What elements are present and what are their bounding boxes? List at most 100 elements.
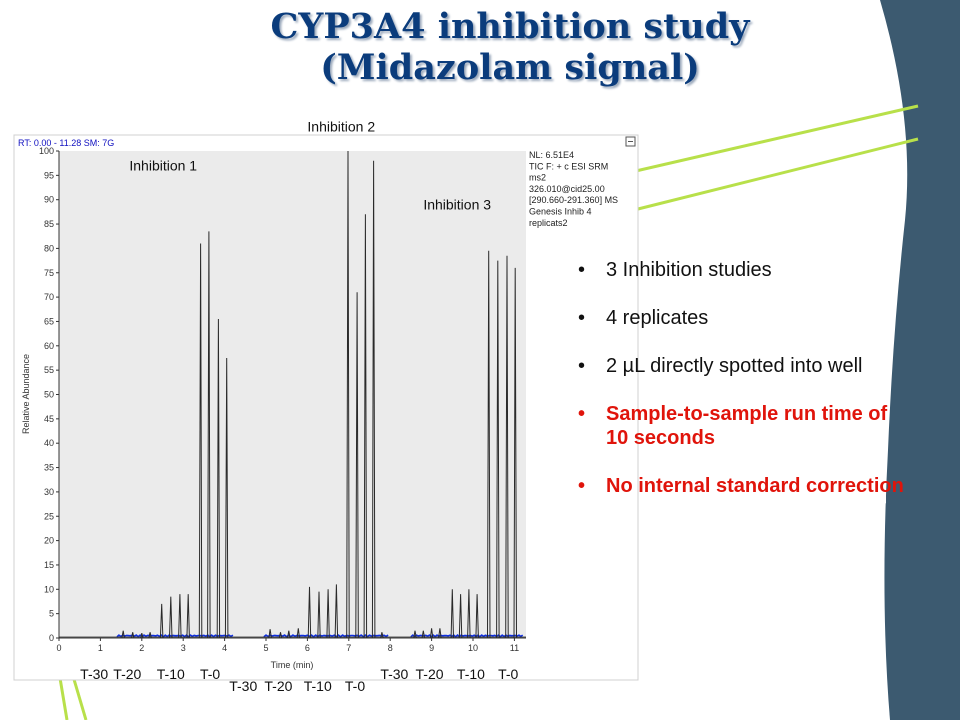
chromatogram-peak bbox=[421, 630, 426, 639]
y-tick-label: 20 bbox=[44, 536, 54, 546]
x-axis-label: Time (min) bbox=[271, 660, 314, 670]
chromatogram-peak bbox=[178, 594, 182, 639]
time-point-label: T-0 bbox=[345, 678, 365, 694]
chromatogram-peak bbox=[131, 632, 135, 639]
info-line: [290.660-291.360] MS bbox=[529, 195, 618, 205]
y-tick-label: 65 bbox=[44, 316, 54, 326]
y-tick-label: 35 bbox=[44, 463, 54, 473]
info-line: NL: 6.51E4 bbox=[529, 150, 574, 160]
y-tick-label: 40 bbox=[44, 438, 54, 448]
time-point-label: T-30 bbox=[380, 666, 408, 682]
time-point-label: T-20 bbox=[416, 666, 444, 682]
x-tick-label: 2 bbox=[139, 643, 144, 653]
chromatogram-peak bbox=[467, 589, 471, 639]
y-axis-label: Relative Abundance bbox=[21, 354, 31, 434]
time-point-label: T-20 bbox=[113, 666, 141, 682]
y-tick-label: 50 bbox=[44, 390, 54, 400]
y-tick-label: 25 bbox=[44, 511, 54, 521]
accent-line bbox=[637, 137, 919, 211]
info-line: replicats2 bbox=[529, 218, 568, 228]
peak-annotation: Inhibition 3 bbox=[423, 196, 491, 212]
time-point-label: T-0 bbox=[200, 666, 220, 682]
chromatogram-peak bbox=[513, 267, 517, 639]
chromatogram-peak bbox=[198, 243, 203, 639]
chromatogram-peak bbox=[475, 594, 479, 639]
chromatogram-peak bbox=[148, 632, 152, 639]
chromatogram-peak bbox=[334, 584, 339, 639]
info-line: 326.010@cid25.00 bbox=[529, 184, 605, 194]
chromatogram-peak bbox=[121, 630, 125, 639]
bullet-item: No internal standard correction bbox=[578, 474, 908, 498]
y-tick-label: 45 bbox=[44, 414, 54, 424]
chromatogram-peak bbox=[159, 603, 164, 639]
chromatogram-peak bbox=[505, 255, 509, 639]
y-tick-label: 10 bbox=[44, 584, 54, 594]
bullet-item: 3 Inhibition studies bbox=[578, 258, 908, 282]
x-tick-label: 9 bbox=[429, 643, 434, 653]
chromatogram-peak bbox=[216, 318, 221, 639]
x-tick-label: 4 bbox=[222, 643, 227, 653]
y-tick-label: 70 bbox=[44, 292, 54, 302]
y-tick-label: 60 bbox=[44, 341, 54, 351]
y-tick-label: 30 bbox=[44, 487, 54, 497]
chromatogram-peak bbox=[326, 589, 330, 639]
chromatogram-peak bbox=[296, 628, 300, 639]
y-tick-label: 5 bbox=[49, 609, 54, 619]
chromatogram-peak bbox=[278, 632, 283, 639]
chromatogram-peak bbox=[438, 628, 442, 639]
title-line-1: CYP3A4 inhibition study bbox=[270, 6, 750, 47]
bullet-item: Sample-to-sample run time of 10 seconds bbox=[578, 402, 908, 450]
time-point-label: T-0 bbox=[498, 666, 518, 682]
page-title: CYP3A4 inhibition study (Midazolam signa… bbox=[150, 6, 870, 88]
chromatogram-peak bbox=[363, 214, 368, 639]
chromatogram-peak bbox=[169, 596, 173, 639]
baseline-trace bbox=[116, 634, 234, 638]
bullet-item: 2 µL directly spotted into well bbox=[578, 354, 908, 378]
chromatogram-peak bbox=[268, 629, 272, 639]
time-point-label: T-10 bbox=[157, 666, 185, 682]
chromatogram-peak bbox=[317, 591, 321, 639]
baseline-trace bbox=[263, 634, 389, 638]
title-line-2: (Midazolam signal) bbox=[320, 47, 700, 88]
chromatogram-peak bbox=[371, 160, 376, 639]
y-tick-label: 0 bbox=[49, 633, 54, 643]
x-tick-label: 11 bbox=[510, 643, 519, 653]
baseline-trace bbox=[410, 634, 524, 638]
chromatogram-peak bbox=[380, 632, 384, 639]
chromatogram-chart: 0510152025303540455055606570758085909510… bbox=[13, 119, 639, 694]
chromatogram-peak bbox=[207, 231, 211, 639]
x-tick-label: 5 bbox=[263, 643, 268, 653]
chromatogram-peak bbox=[458, 594, 463, 639]
x-tick-label: 10 bbox=[468, 643, 478, 653]
info-line: TIC F: + c ESI SRM bbox=[529, 161, 608, 171]
y-tick-label: 85 bbox=[44, 219, 54, 229]
chromatogram-peak bbox=[140, 632, 144, 639]
chromatogram-peak bbox=[224, 357, 229, 639]
time-point-label: T-30 bbox=[229, 678, 257, 694]
x-tick-label: 6 bbox=[305, 643, 310, 653]
peak-annotation: Inhibition 1 bbox=[129, 157, 197, 173]
chromatogram-peak bbox=[450, 589, 454, 639]
chromatogram-peak bbox=[346, 150, 350, 639]
time-point-label: T-10 bbox=[304, 678, 332, 694]
y-tick-label: 100 bbox=[39, 146, 54, 156]
chromatogram-peak bbox=[307, 586, 312, 639]
bullet-item: 4 replicates bbox=[578, 306, 908, 330]
y-tick-label: 15 bbox=[44, 560, 54, 570]
chart-header: RT: 0.00 - 11.28 SM: 7G bbox=[18, 138, 114, 148]
time-point-label: T-30 bbox=[80, 666, 108, 682]
chromatogram-peak bbox=[355, 292, 359, 639]
time-point-label: T-10 bbox=[457, 666, 485, 682]
time-point-label: T-20 bbox=[264, 678, 292, 694]
y-tick-label: 75 bbox=[44, 268, 54, 278]
x-tick-label: 8 bbox=[388, 643, 393, 653]
plot-area bbox=[59, 151, 526, 638]
bullet-list: 3 Inhibition studies 4 replicates 2 µL dir… bbox=[578, 258, 908, 522]
info-line: ms2 bbox=[529, 173, 546, 183]
chromatogram-peak bbox=[287, 630, 291, 639]
chromatogram-peak bbox=[487, 250, 491, 639]
chromatogram-peak bbox=[429, 628, 434, 639]
x-tick-label: 0 bbox=[56, 643, 61, 653]
chromatogram-peak bbox=[496, 260, 500, 639]
chromatogram-peak bbox=[413, 630, 417, 639]
